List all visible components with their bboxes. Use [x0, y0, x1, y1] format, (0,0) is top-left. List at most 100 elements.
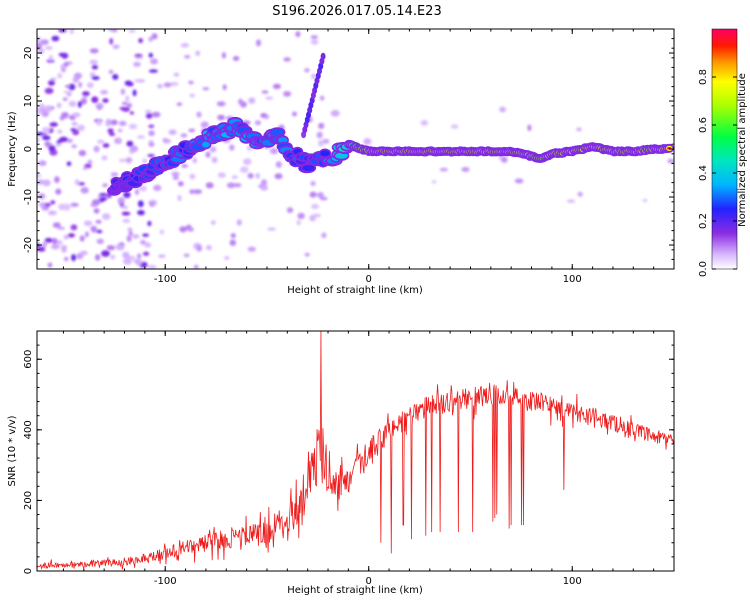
noise-blob [240, 166, 249, 173]
noise-blob [200, 121, 209, 128]
noise-blob [80, 97, 87, 105]
noise-blob [318, 139, 324, 147]
noise-blob [192, 157, 198, 164]
snr-frame [36, 330, 675, 572]
noise-blob [37, 137, 40, 142]
noise-blob [96, 238, 105, 244]
noise-blob [226, 182, 236, 189]
noise-blob [149, 201, 155, 207]
noise-blob [576, 127, 582, 132]
noise-blob [133, 61, 141, 67]
noise-blob [79, 250, 88, 256]
noise-blob [247, 172, 254, 179]
noise-blob [134, 53, 143, 58]
noise-blob [180, 133, 188, 138]
noise-blob [44, 237, 53, 243]
noise-blob [321, 232, 327, 239]
noise-blob [56, 102, 62, 109]
noise-blob [144, 242, 152, 248]
noise-blob [47, 210, 57, 216]
noise-blob [187, 227, 194, 232]
ridge-mid [270, 129, 284, 136]
noise-blob [148, 69, 158, 73]
noise-blob [265, 96, 274, 100]
noise-blob [122, 218, 131, 223]
noise-blob [295, 31, 301, 38]
y-tick-label: -10 [23, 189, 34, 205]
noise-blob [63, 90, 73, 94]
noise-blob [105, 118, 112, 125]
noise-blob [109, 38, 114, 45]
x-tick-label: 100 [563, 576, 582, 587]
noise-blob [148, 124, 155, 129]
noise-blob [189, 189, 195, 195]
x-tick-label: -100 [154, 576, 177, 587]
ridge-arm [320, 52, 326, 60]
noise-blob [577, 191, 583, 197]
colorbar-tick-label: 0.2 [698, 213, 709, 229]
colorbar: 0.0 0.2 0.4 0.6 0.8 Normalized spectral ampl… [698, 28, 748, 277]
noise-blob [44, 105, 53, 112]
noise-blob [93, 145, 100, 153]
snr-plot-area [37, 331, 674, 571]
noise-blob [37, 173, 42, 178]
figure-title: S196.2026.017.05.14.E23 [272, 4, 441, 19]
noise-blob [188, 80, 194, 85]
x-tick-label: 100 [563, 274, 582, 285]
noise-blob [41, 111, 49, 117]
noise-blob [121, 101, 128, 106]
noise-blob [269, 148, 279, 155]
noise-blob [163, 82, 172, 88]
noise-blob [310, 39, 319, 45]
noise-blob [89, 48, 99, 54]
noise-blob [184, 55, 191, 59]
y-tick-label: 600 [23, 350, 34, 369]
noise-blob [45, 46, 53, 50]
noise-blob [232, 56, 240, 61]
noise-blob [158, 254, 166, 258]
noise-blob [84, 231, 89, 238]
noise-blob [89, 59, 98, 65]
noise-blob [420, 120, 428, 126]
noise-blob [318, 122, 325, 130]
noise-blob [231, 175, 238, 180]
noise-blob [37, 41, 45, 46]
noise-blob [255, 173, 260, 179]
noise-blob [142, 158, 148, 164]
spectrogram-ridge [107, 52, 674, 196]
noise-blob [124, 80, 132, 86]
noise-blob [51, 35, 60, 42]
noise-blob [202, 87, 210, 91]
noise-blob [97, 139, 105, 144]
ridge-mid [320, 150, 330, 157]
noise-blob [108, 69, 114, 74]
noise-blob [122, 251, 130, 259]
noise-blob [56, 240, 63, 245]
noise-blob [260, 179, 268, 187]
noise-blob [196, 111, 202, 118]
noise-blob [134, 78, 140, 83]
noise-blob [176, 102, 183, 106]
noise-blob [134, 188, 140, 196]
noise-blob [238, 98, 243, 105]
colorbar-tick-label: 0.6 [698, 117, 709, 133]
noise-blob [102, 143, 110, 148]
noise-blob [162, 138, 169, 142]
noise-blob [642, 198, 648, 203]
noise-blob [267, 227, 276, 231]
noise-blob [260, 184, 268, 191]
noise-blob [91, 76, 100, 80]
noise-blob [119, 203, 125, 207]
noise-blob [70, 224, 78, 231]
noise-blob [193, 189, 203, 195]
colorbar-tick-label: 0.8 [698, 69, 709, 85]
noise-blob [38, 160, 47, 166]
noise-blob [118, 120, 127, 127]
y-tick-label: 0 [23, 568, 34, 574]
ridge-mid [302, 165, 315, 171]
noise-blob [58, 29, 67, 33]
noise-blob [195, 50, 201, 56]
noise-blob [135, 259, 143, 266]
spectrogram-y-label: Frequency (Hz) [7, 111, 18, 187]
snr-x-label: Height of straight line (km) [287, 585, 423, 596]
